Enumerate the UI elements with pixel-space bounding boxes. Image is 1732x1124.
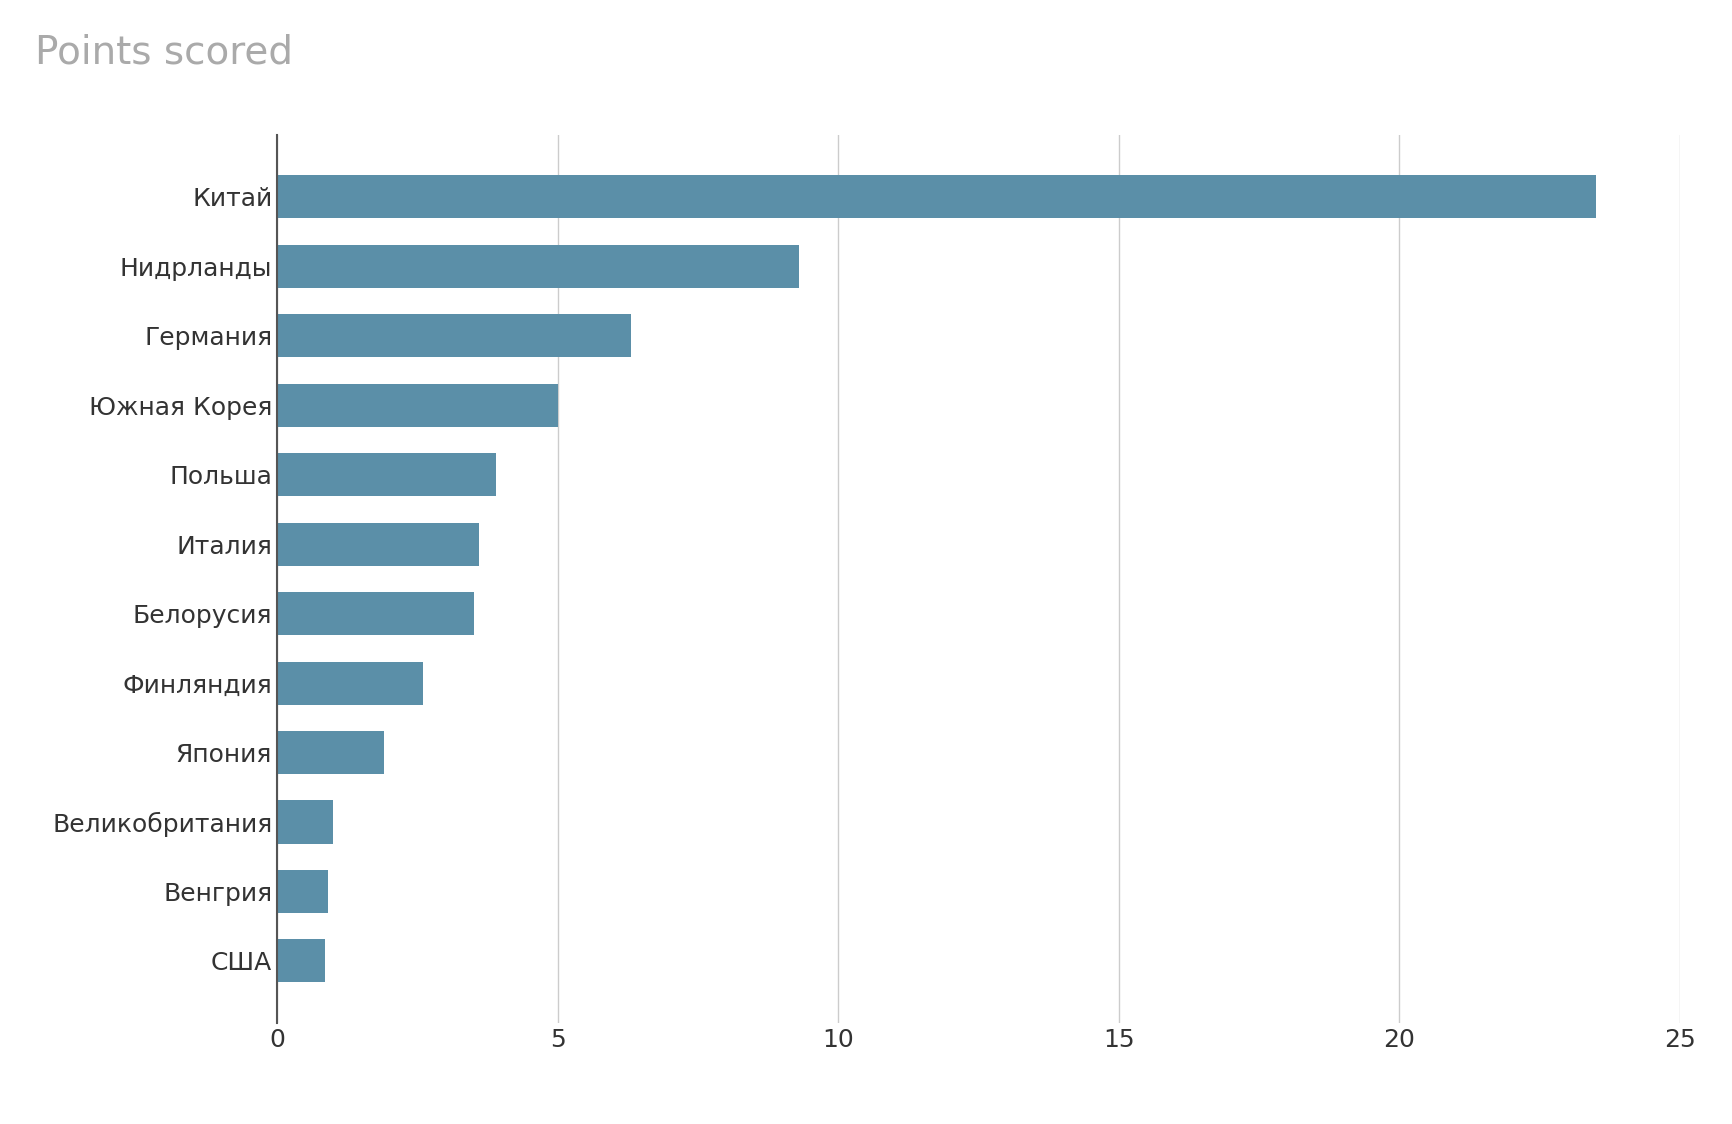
Bar xyxy=(277,870,327,913)
Text: Points scored: Points scored xyxy=(35,34,293,72)
Bar xyxy=(277,800,333,843)
Bar xyxy=(277,523,480,565)
Bar xyxy=(277,731,385,774)
Bar xyxy=(277,453,495,496)
Bar xyxy=(277,315,630,357)
Bar xyxy=(277,383,558,427)
Bar xyxy=(277,245,798,288)
Bar xyxy=(277,592,473,635)
Bar xyxy=(277,662,423,705)
Bar xyxy=(277,175,1595,218)
Bar xyxy=(277,940,326,982)
